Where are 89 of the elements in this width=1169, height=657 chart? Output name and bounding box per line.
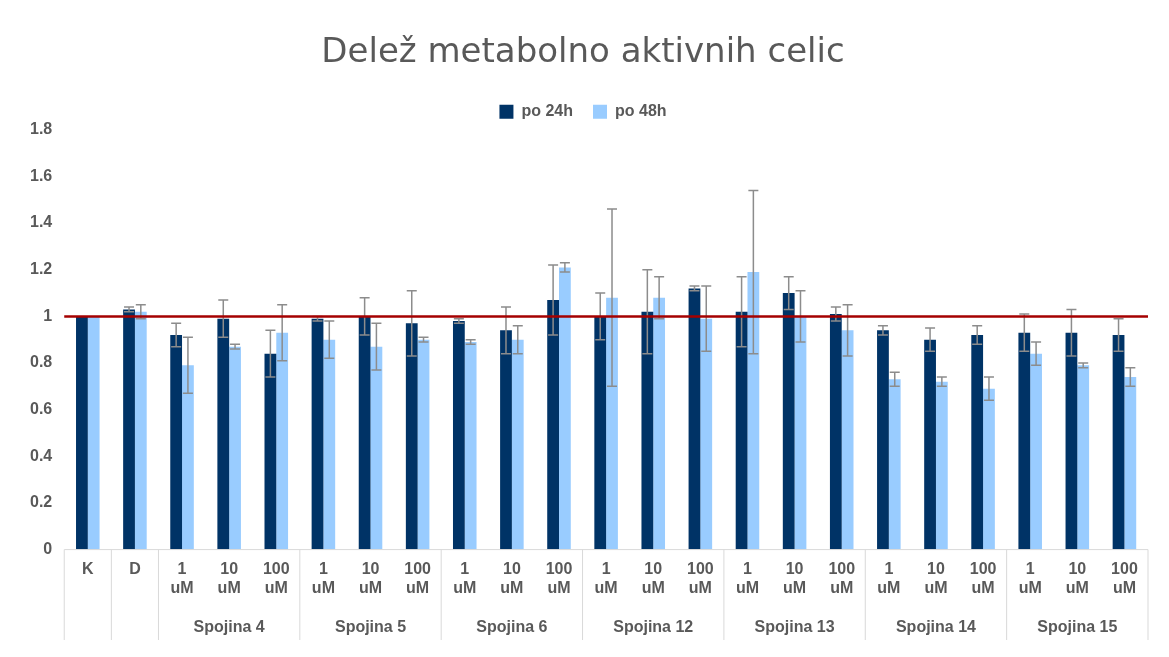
bar <box>1124 377 1137 550</box>
bar <box>641 311 654 550</box>
bar <box>1018 332 1031 550</box>
bar <box>559 267 571 550</box>
x-tick-label: 1 uM <box>735 559 760 596</box>
bar <box>217 318 230 550</box>
x-tick-label: 100 uM <box>404 559 432 596</box>
x-tick-label: 10 uM <box>924 559 948 596</box>
bar <box>405 323 418 550</box>
bar <box>229 346 241 550</box>
bar <box>1077 365 1090 550</box>
bar <box>264 353 277 550</box>
bar <box>983 388 995 550</box>
text: Spojina 13 <box>754 618 835 636</box>
bar <box>606 297 618 550</box>
bar <box>311 318 324 550</box>
bar <box>924 339 936 550</box>
x-tick-label: 10 uM <box>358 559 383 596</box>
x-tick-label: 10 uM <box>500 559 524 596</box>
x-tick-label: 1 uM <box>594 559 618 596</box>
bar <box>594 316 607 550</box>
bar <box>182 365 194 550</box>
y-tick-label: 0.6 <box>29 400 53 418</box>
bar <box>358 316 371 550</box>
bar <box>653 297 666 550</box>
bar <box>888 379 901 550</box>
y-tick-label: 0.8 <box>29 353 53 371</box>
y-tick-label: 0.4 <box>29 446 53 464</box>
bar <box>417 339 430 550</box>
x-tick-label: 100 uM <box>545 559 573 596</box>
y-tick-label: 1.4 <box>29 213 53 231</box>
bar <box>87 316 100 550</box>
bar <box>688 288 701 550</box>
x-tick-label: 10 uM <box>783 559 807 596</box>
x-tick-label: 10 uM <box>1065 559 1089 596</box>
bar <box>971 335 984 550</box>
y-tick-label: 1.2 <box>29 260 53 278</box>
bar <box>747 272 760 550</box>
x-tick-label: 100 uM <box>969 559 997 596</box>
bar <box>123 309 135 550</box>
y-tick-label: 1.8 <box>29 120 53 138</box>
x-tick-label: 100 uM <box>262 559 290 596</box>
bar <box>500 330 512 550</box>
text: Spojina 15 <box>1037 618 1118 636</box>
bar <box>76 316 88 550</box>
bar <box>452 321 465 550</box>
bar <box>700 318 713 550</box>
bar <box>1030 353 1042 550</box>
bar <box>276 332 289 550</box>
bar <box>1065 332 1078 550</box>
bar <box>735 311 748 550</box>
y-tick-label: 1.6 <box>29 166 53 184</box>
bar <box>464 342 477 550</box>
x-tick-label: 1 uM <box>453 559 477 596</box>
x-tick-label: K <box>82 559 95 577</box>
legend-label: po 24h <box>521 102 573 120</box>
x-tick-label: 1 uM <box>877 559 901 596</box>
bar <box>935 381 948 550</box>
bar <box>794 316 807 550</box>
x-tick-label: 100 uM <box>687 559 714 596</box>
y-tick-label: 0.2 <box>29 493 53 511</box>
bar <box>1112 335 1125 550</box>
text: Spojina 6 <box>476 618 548 636</box>
bar <box>829 314 842 550</box>
x-tick-label: 100 uM <box>828 559 856 596</box>
bar <box>877 330 889 550</box>
legend-label: po 48h <box>615 102 667 120</box>
text: Spojina 14 <box>895 618 977 636</box>
bar <box>841 330 854 550</box>
bar <box>782 293 795 550</box>
bar <box>134 311 147 550</box>
x-tick-label: 10 uM <box>217 559 241 596</box>
x-tick-label: 1 uM <box>1018 559 1042 596</box>
text: Spojina 12 <box>613 618 694 636</box>
x-tick-label: 1 uM <box>311 559 335 596</box>
bar <box>511 339 524 550</box>
x-tick-label: 10 uM <box>641 559 665 596</box>
bar <box>170 335 183 550</box>
chart-title: Delež metabolno aktivnih celic <box>321 30 845 71</box>
text: Spojina 4 <box>193 618 265 636</box>
bar <box>370 346 383 550</box>
x-tick-label: D <box>129 559 141 577</box>
text: Spojina 5 <box>334 618 407 636</box>
x-tick-label: 1 uM <box>170 559 194 596</box>
bar <box>547 300 559 550</box>
bar <box>323 339 336 550</box>
x-tick-label: 100 uM <box>1111 559 1138 596</box>
y-tick-label: 1 <box>43 306 53 324</box>
y-tick-label: 0 <box>43 540 53 558</box>
